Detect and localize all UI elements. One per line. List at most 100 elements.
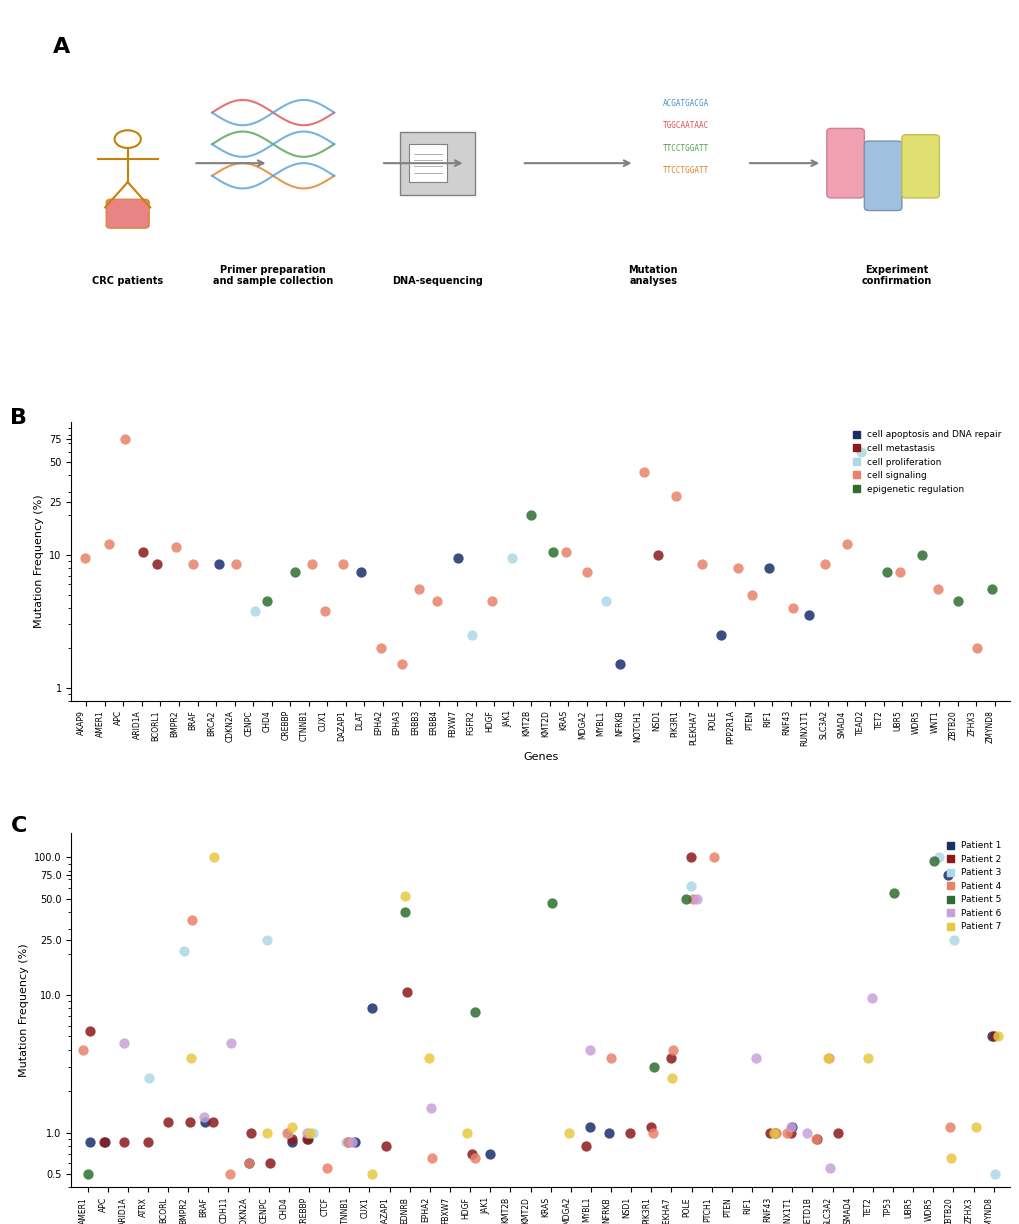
Point — [243, 1122, 259, 1142]
Point — [913, 545, 929, 564]
Point — [393, 655, 410, 674]
Text: C: C — [10, 815, 26, 836]
FancyBboxPatch shape — [901, 135, 938, 198]
Point — [783, 1118, 799, 1137]
Point — [378, 1136, 394, 1155]
Point — [940, 865, 956, 885]
Point — [279, 1122, 296, 1142]
Point — [581, 1040, 597, 1060]
Point — [683, 876, 699, 896]
Point — [767, 1122, 784, 1142]
Point — [283, 1129, 300, 1148]
Point — [685, 889, 701, 908]
Point — [221, 1164, 237, 1184]
Point — [928, 580, 945, 600]
Point — [666, 486, 683, 506]
Point — [765, 1122, 782, 1142]
Point — [183, 911, 200, 930]
Point — [544, 542, 560, 562]
Point — [299, 1129, 315, 1148]
Point — [334, 554, 351, 574]
Point — [984, 1027, 1001, 1047]
Point — [76, 548, 93, 568]
Point — [346, 1132, 363, 1152]
Point — [82, 1132, 98, 1152]
Point — [466, 1148, 482, 1168]
Point — [677, 889, 693, 908]
Point — [283, 1118, 300, 1137]
Point — [197, 1111, 213, 1131]
Point — [258, 930, 274, 950]
Legend: Patient 1, Patient 2, Patient 3, Patient 4, Patient 5, Patient 6, Patient 7: Patient 1, Patient 2, Patient 3, Patient… — [943, 837, 1005, 935]
Y-axis label: Mutation Frequency (%): Mutation Frequency (%) — [18, 944, 29, 1077]
Point — [182, 1048, 199, 1067]
Point — [304, 554, 320, 574]
Y-axis label: Mutation Frequency (%): Mutation Frequency (%) — [34, 494, 44, 628]
Point — [943, 1148, 959, 1168]
Point — [286, 562, 303, 581]
Point — [859, 1048, 875, 1067]
Point — [819, 1048, 836, 1067]
Point — [396, 902, 413, 922]
Point — [578, 1136, 594, 1155]
Point — [645, 1058, 661, 1077]
Text: 🫁: 🫁 — [98, 217, 110, 236]
Point — [945, 930, 961, 950]
Point — [318, 1158, 334, 1177]
Point — [808, 1129, 824, 1148]
Point — [891, 562, 907, 581]
Point — [424, 1148, 440, 1168]
Point — [852, 442, 868, 461]
Point — [761, 1122, 777, 1142]
Point — [966, 1118, 982, 1137]
Point — [682, 848, 698, 868]
Point — [149, 554, 165, 574]
Point — [784, 599, 800, 618]
FancyBboxPatch shape — [399, 131, 475, 195]
Point — [820, 1048, 837, 1067]
Point — [160, 1111, 176, 1131]
Point — [411, 580, 427, 600]
Point — [115, 1132, 131, 1152]
Point — [211, 554, 227, 574]
Point — [196, 1106, 212, 1126]
Text: TTCCTGGATT: TTCCTGGATT — [662, 143, 708, 153]
FancyBboxPatch shape — [863, 141, 901, 211]
Point — [339, 1132, 356, 1152]
Point — [863, 988, 879, 1007]
Text: DNA-sequencing: DNA-sequencing — [391, 277, 482, 286]
Point — [300, 1129, 316, 1148]
Point — [925, 851, 942, 870]
Point — [760, 558, 776, 578]
Point — [557, 542, 574, 562]
Point — [730, 558, 746, 578]
Point — [635, 463, 651, 482]
Point — [743, 585, 759, 605]
Point — [466, 1002, 482, 1022]
Point — [503, 548, 520, 568]
Point — [204, 1111, 220, 1131]
Point — [175, 941, 192, 961]
Point — [117, 430, 133, 449]
Point — [649, 545, 665, 564]
Point — [597, 591, 613, 611]
Point — [645, 1122, 661, 1142]
Point — [420, 1048, 436, 1067]
Point — [459, 1122, 475, 1142]
Legend: cell apoptosis and DNA repair, cell metastasis, cell proliferation, cell signali: cell apoptosis and DNA repair, cell meta… — [849, 427, 1005, 497]
Point — [353, 562, 369, 581]
Point — [779, 1122, 795, 1142]
Point — [600, 1122, 616, 1142]
Text: CRC patients: CRC patients — [92, 277, 163, 286]
Point — [363, 999, 379, 1018]
Text: Experiment
confirmation: Experiment confirmation — [861, 264, 931, 286]
Point — [299, 1122, 315, 1142]
Point — [135, 542, 151, 562]
Point — [115, 1033, 131, 1053]
Text: B: B — [10, 409, 28, 428]
Point — [688, 889, 704, 908]
Point — [983, 1027, 1000, 1047]
Point — [337, 1132, 354, 1152]
Point — [642, 1118, 658, 1137]
Point — [316, 601, 332, 621]
